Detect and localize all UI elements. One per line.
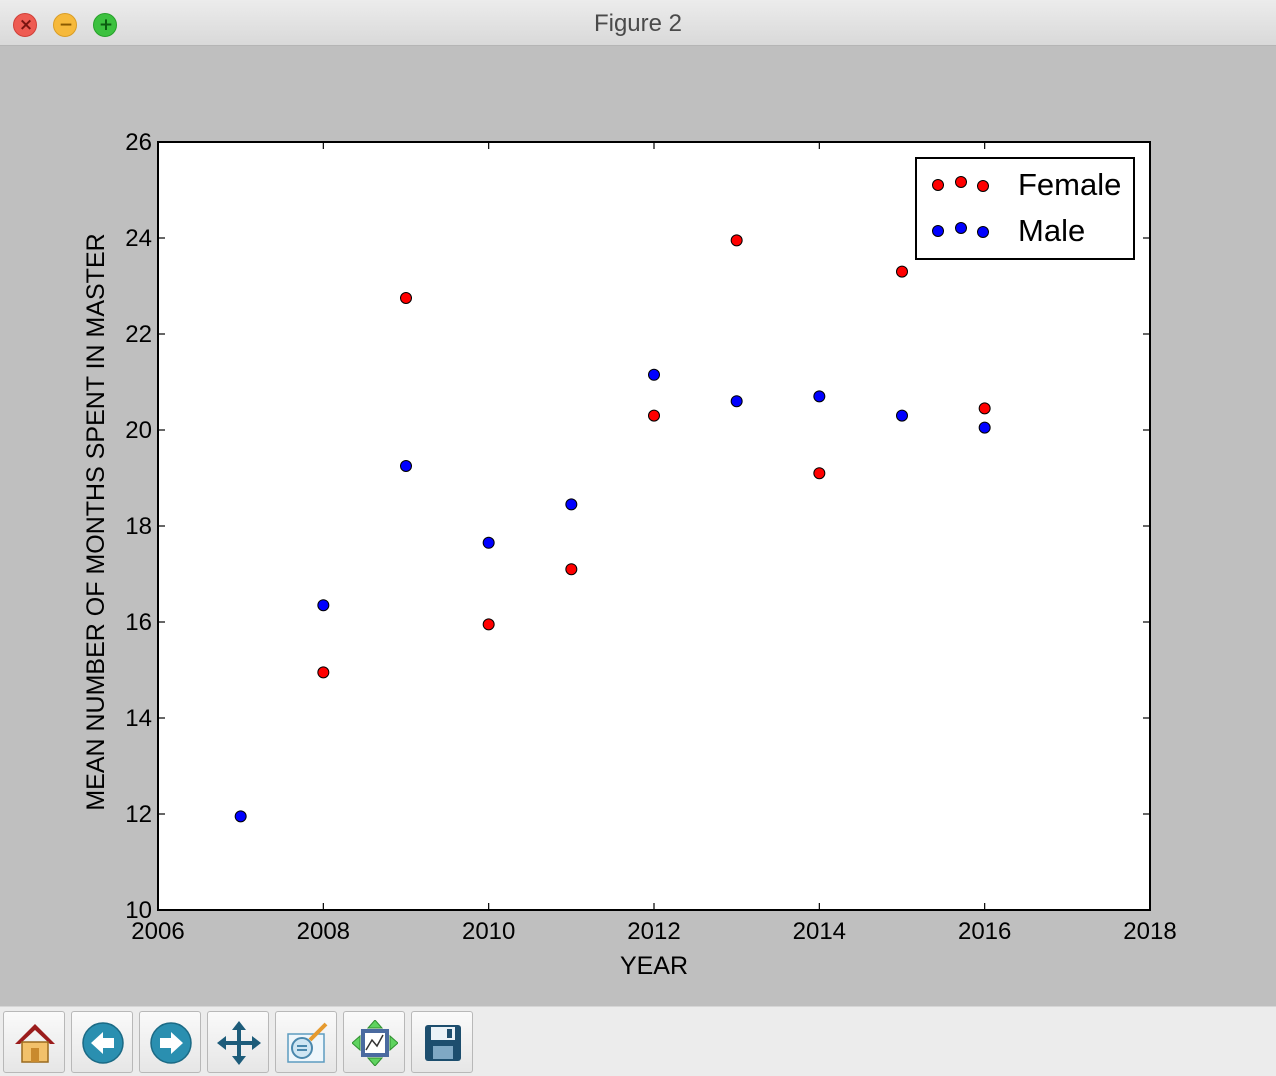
plot-area (158, 142, 1150, 910)
data-point-female (978, 402, 991, 415)
data-point-female (813, 467, 826, 480)
data-point-male (813, 390, 826, 403)
data-point-female (317, 666, 330, 679)
data-point-female (648, 409, 660, 422)
y-tick-label: 20 (125, 417, 152, 444)
maximize-icon: + (98, 15, 114, 35)
legend-box (915, 157, 1135, 260)
window-title: Figure 2 (593, 10, 683, 37)
y-axis-label: MEAN NUMBER OF MONTHS SPENT IN MASTER (82, 233, 110, 810)
window-titlebar: × − + Figure 2 (0, 0, 1276, 46)
plot-frame (157, 141, 1151, 911)
y-tick-label: 14 (125, 705, 152, 732)
data-point-male (648, 368, 660, 381)
data-point-male (400, 460, 412, 472)
x-tick-label: 2008 (297, 918, 350, 945)
pan-button[interactable] (207, 1011, 269, 1073)
y-tick-label: 18 (125, 513, 152, 540)
x-axis-label: YEAR (620, 952, 688, 980)
legend-marker-male (977, 226, 989, 238)
minimize-window-button[interactable]: − (53, 13, 77, 37)
data-point-female (482, 618, 495, 631)
x-tick-label: 2006 (131, 918, 184, 945)
legend-label-male: Male (1018, 213, 1085, 248)
y-tick-label: 24 (125, 225, 152, 252)
back-button[interactable] (71, 1011, 133, 1073)
data-point-female (565, 563, 578, 576)
legend-marker-female (932, 179, 944, 191)
x-tick-label: 2012 (627, 918, 680, 945)
data-point-female (730, 234, 743, 247)
close-icon: × (18, 15, 34, 35)
x-tick-label: 2016 (958, 918, 1011, 945)
legend-marker-female (955, 176, 967, 188)
data-point-male (896, 409, 908, 422)
close-window-button[interactable]: × (13, 13, 37, 37)
maximize-window-button[interactable]: + (93, 13, 117, 37)
data-point-male (482, 536, 495, 549)
save-button[interactable] (411, 1011, 473, 1073)
y-tick-label: 26 (125, 129, 152, 156)
x-tick-label: 2014 (793, 918, 846, 945)
x-tick-label: 2010 (462, 918, 515, 945)
navigation-toolbar (0, 1006, 1276, 1076)
legend-marker-male (932, 225, 944, 237)
home-icon (15, 1024, 55, 1063)
data-point-male (565, 498, 578, 511)
y-tick-label: 10 (125, 897, 152, 924)
floppy-save-icon (425, 1025, 461, 1061)
legend-marker-female (977, 180, 989, 192)
subplots-button[interactable] (343, 1011, 405, 1073)
move-icon (217, 1021, 261, 1065)
data-point-male (317, 599, 330, 612)
scatter-chart: 2006 2008 2010 2012 2014 2016 2018 10 12 14 16 18 20… (82, 129, 1177, 980)
home-button[interactable] (3, 1011, 65, 1073)
forward-button[interactable] (139, 1011, 201, 1073)
y-tick-label: 12 (125, 801, 152, 828)
forward-arrow-icon (150, 1022, 192, 1064)
subplots-config-icon (352, 1020, 398, 1066)
data-point-female (896, 265, 908, 278)
minimize-icon: − (58, 15, 74, 35)
zoom-button[interactable] (275, 1011, 337, 1073)
data-point-male (978, 421, 991, 434)
y-tick-label: 22 (125, 321, 152, 348)
back-arrow-icon (82, 1022, 124, 1064)
x-tick-label: 2018 (1123, 918, 1176, 945)
data-point-female (400, 292, 412, 304)
data-point-male (730, 395, 743, 408)
legend-label-female: Female (1018, 167, 1121, 202)
y-tick-label: 16 (125, 609, 152, 636)
legend-marker-male (955, 222, 967, 234)
zoom-rect-icon (287, 1022, 328, 1063)
data-point-male (234, 810, 247, 823)
